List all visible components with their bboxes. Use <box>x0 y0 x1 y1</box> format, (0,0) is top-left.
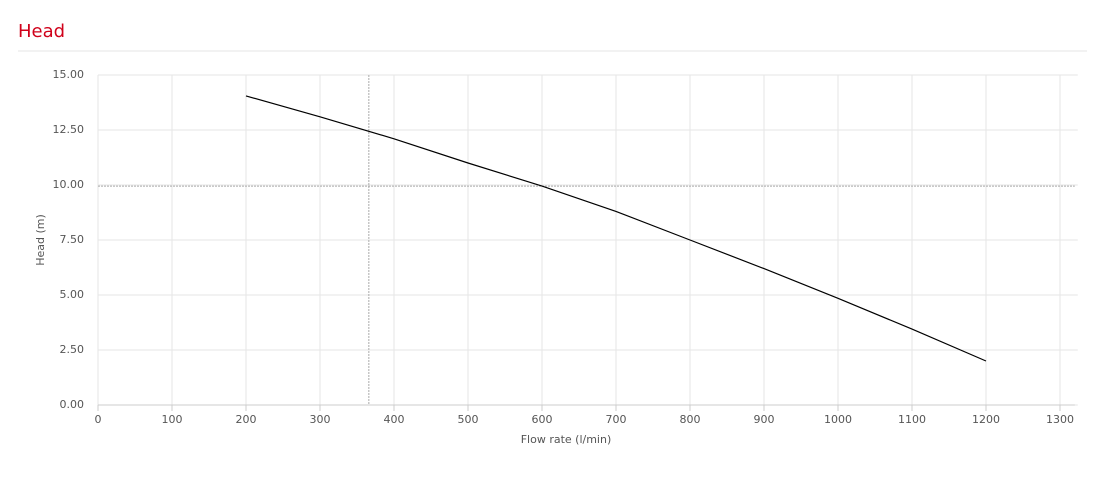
x-tick-label: 0 <box>95 413 102 426</box>
x-tick-label: 500 <box>458 413 479 426</box>
y-tick-label: 15.00 <box>53 68 85 81</box>
x-tick-label: 1300 <box>1046 413 1074 426</box>
x-tick-label: 600 <box>532 413 553 426</box>
line-series <box>245 95 987 362</box>
y-tick-label: 10.00 <box>53 178 85 191</box>
x-tick-label: 400 <box>384 413 405 426</box>
y-tick-label: 7.50 <box>60 233 85 246</box>
y-tick-label: 12.50 <box>53 123 85 136</box>
x-tick-label: 1100 <box>898 413 926 426</box>
x-tick-label: 900 <box>754 413 775 426</box>
y-tick-label: 2.50 <box>60 343 85 356</box>
x-tick-label: 300 <box>310 413 331 426</box>
chart-title: Head <box>18 21 65 42</box>
x-tick-label: 700 <box>606 413 627 426</box>
y-tick-label: 0.00 <box>60 398 85 411</box>
y-axis-label: Head (m) <box>34 214 47 266</box>
x-tick-label: 1000 <box>824 413 852 426</box>
x-axis-label: Flow rate (l/min) <box>521 433 612 446</box>
y-tick-label: 5.00 <box>60 288 85 301</box>
x-tick-label: 800 <box>680 413 701 426</box>
x-tick-label: 1200 <box>972 413 1000 426</box>
x-tick-label: 100 <box>162 413 183 426</box>
x-tick-label: 200 <box>236 413 257 426</box>
